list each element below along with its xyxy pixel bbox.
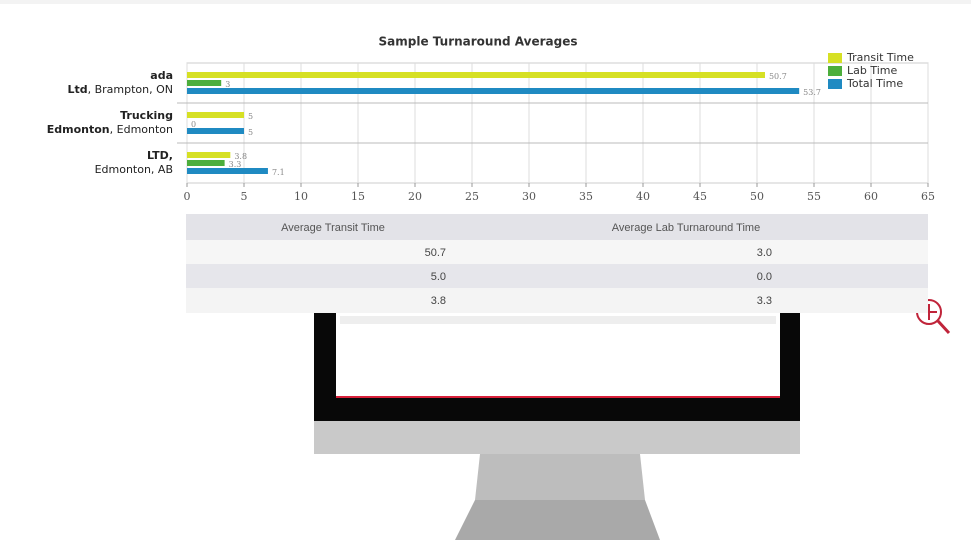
x-tick-label: 15 xyxy=(351,190,365,203)
x-tick-label: 50 xyxy=(750,190,764,203)
data-label: 3.3 xyxy=(229,160,242,169)
category-label: ada xyxy=(150,69,173,82)
table-cell: 50.7 xyxy=(425,247,446,259)
screen-line xyxy=(336,396,780,398)
bar xyxy=(187,128,244,134)
category-label-part: , Edmonton xyxy=(110,123,173,136)
category-label: Edmonton, AB xyxy=(95,163,173,176)
x-tick-label: 30 xyxy=(522,190,536,203)
bar xyxy=(187,80,222,86)
monitor-base xyxy=(455,500,660,540)
legend-label: Transit Time xyxy=(846,51,914,64)
bar xyxy=(187,88,800,94)
table-header: Average Lab Turnaround Time xyxy=(612,222,760,234)
x-tick-label: 40 xyxy=(636,190,650,203)
data-label: 3 xyxy=(225,80,230,89)
x-tick-label: 10 xyxy=(294,190,308,203)
category-label-part: LTD, xyxy=(147,149,173,162)
legend-label: Lab Time xyxy=(847,64,898,77)
bar xyxy=(187,72,765,78)
table-cell: 0.0 xyxy=(757,271,772,283)
x-tick-label: 20 xyxy=(408,190,422,203)
category-label: Trucking xyxy=(120,109,173,122)
category-label: Ltd, Brampton, ON xyxy=(67,83,173,96)
category-label: LTD, xyxy=(147,149,173,162)
bar xyxy=(187,160,225,166)
category-label: Edmonton, Edmonton xyxy=(47,123,173,136)
bar xyxy=(187,112,244,118)
x-tick-label: 0 xyxy=(184,190,191,203)
table: Average Transit Time Average Lab Turnarou… xyxy=(186,214,928,313)
legend-swatch xyxy=(828,53,842,63)
data-label: 7.1 xyxy=(272,168,285,177)
category-label-part: ada xyxy=(150,69,173,82)
x-tick-label: 25 xyxy=(465,190,479,203)
category-label-part: Trucking xyxy=(120,109,173,122)
x-tick-label: 55 xyxy=(807,190,821,203)
x-tick-label: 45 xyxy=(693,190,707,203)
category-label-part: Edmonton, AB xyxy=(95,163,173,176)
x-tick-label: 60 xyxy=(864,190,878,203)
x-tick-label: 5 xyxy=(241,190,248,203)
table-row xyxy=(186,264,928,289)
chart-title: Sample Turnaround Averages xyxy=(379,35,578,49)
screen-row xyxy=(340,316,776,324)
bar xyxy=(187,168,268,174)
data-label: 5 xyxy=(248,128,253,137)
top-strip xyxy=(0,0,971,4)
table-cell: 5.0 xyxy=(431,271,446,283)
table-row xyxy=(186,240,928,265)
category-label-part: , Brampton, ON xyxy=(88,83,173,96)
table-row xyxy=(186,288,928,313)
data-label: 53.7 xyxy=(803,88,821,97)
monitor-screen xyxy=(336,313,780,398)
monitor-chin xyxy=(314,421,800,454)
data-label: 5 xyxy=(248,112,253,121)
table-cell: 3.0 xyxy=(757,247,772,259)
legend-label: Total Time xyxy=(846,77,903,90)
monitor-neck xyxy=(475,454,645,500)
zoom-handle xyxy=(936,319,951,335)
legend-swatch xyxy=(828,79,842,89)
category-label-part: Edmonton xyxy=(47,123,110,136)
table-header-row xyxy=(186,214,928,240)
x-tick-label: 65 xyxy=(921,190,935,203)
table-header: Average Transit Time xyxy=(281,222,385,234)
plot-area xyxy=(186,62,929,184)
data-label: 50.7 xyxy=(769,72,787,81)
data-label: 3.8 xyxy=(234,152,247,161)
data-label: 0 xyxy=(191,120,196,129)
table-cell: 3.3 xyxy=(757,295,772,307)
x-tick-label: 35 xyxy=(579,190,593,203)
category-label-part: Ltd xyxy=(67,83,87,96)
table-cell: 3.8 xyxy=(431,295,446,307)
bar xyxy=(187,152,231,158)
legend-swatch xyxy=(828,66,842,76)
